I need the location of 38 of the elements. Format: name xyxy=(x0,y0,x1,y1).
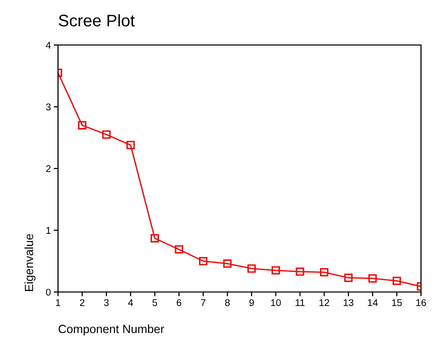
x-tick-label: 12 xyxy=(320,299,330,306)
y-tick-label: 0 xyxy=(46,288,51,296)
y-tick-label: 4 xyxy=(46,42,51,49)
point xyxy=(296,267,304,276)
x-tick-label: 1 xyxy=(56,299,60,306)
x-tick-label: 16 xyxy=(416,299,426,306)
x-tick-label: 7 xyxy=(200,299,206,306)
point xyxy=(320,268,328,276)
point xyxy=(78,121,86,130)
x-tick-label: 11 xyxy=(296,299,305,306)
point xyxy=(174,245,184,254)
x-tick-label: 5 xyxy=(152,299,158,306)
y-tick-label: 1 xyxy=(46,227,51,234)
x-tick-label: 10 xyxy=(271,299,281,306)
x-tick-label: 3 xyxy=(104,299,109,306)
x-axis-title: Component Number xyxy=(58,324,164,336)
point xyxy=(102,130,111,139)
chart-title: Scree Plot xyxy=(58,14,135,26)
x-tick-label: 2 xyxy=(80,299,84,306)
point xyxy=(247,264,256,273)
x-tick-label: 14 xyxy=(368,299,378,306)
point xyxy=(272,266,280,275)
point xyxy=(223,259,232,268)
y-tick-label: 2 xyxy=(46,165,51,172)
x-tick-label: 13 xyxy=(344,299,354,306)
x-tick-label: 6 xyxy=(176,299,182,306)
point xyxy=(368,274,377,283)
point xyxy=(199,256,208,266)
x-tick-label: 4 xyxy=(128,299,134,306)
point xyxy=(150,234,159,242)
x-tick-label: 15 xyxy=(392,299,402,306)
x-tick-label: 8 xyxy=(225,299,230,306)
y-tick-label: 3 xyxy=(46,103,51,110)
point xyxy=(126,140,135,150)
point xyxy=(392,276,401,286)
y-axis-title: Eigenvalue xyxy=(24,234,36,292)
point xyxy=(344,274,353,282)
x-tick-label: 9 xyxy=(249,299,254,306)
